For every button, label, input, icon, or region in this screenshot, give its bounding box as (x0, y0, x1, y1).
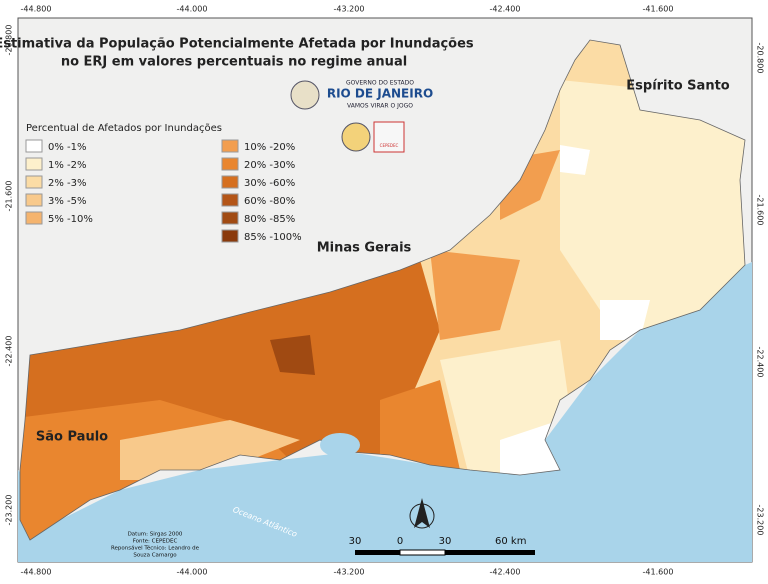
legend-label: 5% -10% (48, 214, 93, 225)
legend-label: 10% -20% (244, 142, 295, 153)
coord-label: -42.400 (490, 568, 521, 577)
coord-label: -22.400 (5, 336, 14, 367)
coord-label: -22.400 (756, 347, 765, 378)
region-label: São Paulo (36, 430, 108, 445)
coord-label: -44.000 (177, 568, 208, 577)
credit-line: Fonte: CEPEDEC (133, 539, 178, 545)
region-label: Minas Gerais (317, 241, 412, 256)
coord-label: -20.800 (756, 43, 765, 74)
credit-line: Reponsável Técnico: Leandro de (111, 545, 200, 552)
legend-swatch (25, 175, 43, 189)
legend-label: 60% -80% (244, 196, 295, 207)
legend-swatch (221, 139, 239, 153)
title-line: Estimativa da População Potencialmente A… (0, 37, 474, 52)
ocean (18, 262, 752, 562)
coord-label: -23.200 (5, 495, 14, 526)
coord-label: -20.800 (5, 25, 14, 56)
legend-label: 0% -1% (48, 142, 87, 153)
scale-labels: 30 0 30 60 km (349, 536, 527, 547)
legend-title: Percentual de Afetados por Inundações (26, 123, 222, 134)
legend-swatch (221, 229, 239, 243)
north-arrow (409, 498, 435, 529)
legend-label: 85% -100% (244, 232, 302, 243)
region-label: Espírito Santo (626, 79, 730, 94)
badge-text: CEPEDEC (380, 143, 399, 148)
coord-label: -41.600 (643, 568, 674, 577)
coord-label: -21.600 (756, 195, 765, 226)
guanabara-bay (320, 433, 360, 457)
coord-label: -42.400 (490, 5, 521, 14)
legend-label: 2% -3% (48, 178, 87, 189)
legend-swatch (221, 211, 239, 225)
legend-label: 80% -85% (244, 214, 295, 225)
credit-line: Souza Camargo (133, 553, 177, 559)
coord-label: -41.600 (643, 5, 674, 14)
legend-label: 1% -2% (48, 160, 87, 171)
coord-label: -43.200 (334, 5, 365, 14)
logo-text: GOVERNO DO ESTADO (346, 80, 414, 87)
legend-swatch (221, 175, 239, 189)
legend: 0% -1% 1% -2% 2% -3% 3% -5% 5% -10% 10% -20% 2… (25, 139, 302, 243)
scale-label: 60 km (495, 536, 526, 547)
coord-label: -44.800 (21, 5, 52, 14)
coord-label: -43.200 (334, 568, 365, 577)
logo-text: RIO DE JANEIRO (327, 87, 433, 101)
scale-bar (355, 549, 535, 556)
badge-emblem (341, 122, 371, 152)
legend-label: 30% -60% (244, 178, 295, 189)
scale-label: 0 (397, 536, 403, 547)
scale-label: 30 (349, 536, 362, 547)
badge-box (373, 121, 405, 153)
legend-swatch (221, 157, 239, 171)
legend-swatch (25, 211, 43, 225)
title-line: no ERJ em valores percentuais no regime … (61, 55, 407, 70)
logo-emblem (290, 80, 320, 110)
coord-label: -44.800 (21, 568, 52, 577)
state-outline (19, 39, 746, 541)
coord-label: -21.600 (5, 181, 14, 212)
logo-text: VAMOS VIRAR O JOGO (347, 103, 413, 110)
coord-label: -44.000 (177, 5, 208, 14)
coord-label: -23.200 (756, 505, 765, 536)
legend-swatch (25, 139, 43, 153)
legend-swatch (25, 193, 43, 207)
legend-swatch (25, 157, 43, 171)
credit-line: Datum: Sirgas 2000 (128, 532, 183, 538)
legend-label: 3% -5% (48, 196, 87, 207)
scale-label: 30 (439, 536, 452, 547)
coordinates: -44.800 -44.000 -43.200 -42.400 -41.600 -44.8… (5, 5, 765, 577)
legend-swatch (221, 193, 239, 207)
legend-label: 20% -30% (244, 160, 295, 171)
